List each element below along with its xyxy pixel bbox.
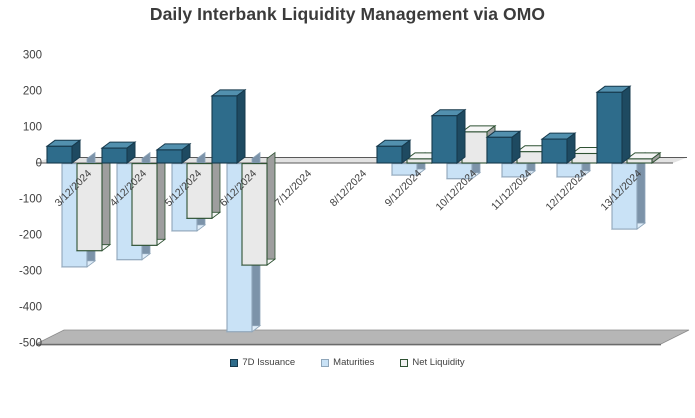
bar-7d-issuance <box>431 115 458 164</box>
bar-net-liquidity <box>76 163 103 252</box>
bar-net-liquidity <box>131 163 158 246</box>
y-tick-label: -400 <box>19 302 42 314</box>
bar-net-liquidity <box>516 151 543 164</box>
legend-swatch-7d-issuance <box>230 358 239 367</box>
bar-net-liquidity <box>626 158 653 164</box>
bar-7d-issuance-side <box>236 88 246 164</box>
bar-7d-issuance <box>46 145 73 164</box>
y-tick-label: 100 <box>23 122 42 134</box>
chart-title: Daily Interbank Liquidity Management via… <box>149 4 546 24</box>
bar-net-liquidity <box>461 131 488 164</box>
bar-7d-issuance-side <box>621 85 631 164</box>
legend-swatch-maturities <box>321 358 330 367</box>
bar-7d-issuance <box>211 95 238 164</box>
bar-net-liquidity-side <box>266 151 276 266</box>
legend-item-net-liquidity: Net Liquidity <box>400 357 465 368</box>
y-tick-label: 0 <box>36 158 42 170</box>
bar-7d-issuance-side <box>511 130 521 164</box>
bar-maturities <box>501 163 528 178</box>
bar-maturities <box>556 163 583 178</box>
legend-label-net-liquidity: Net Liquidity <box>412 357 465 368</box>
bar-7d-issuance <box>596 91 623 164</box>
bar-net-liquidity <box>186 163 213 219</box>
bar-7d-issuance <box>486 136 513 164</box>
bar-maturities <box>611 163 638 230</box>
y-tick-label: -500 <box>19 338 42 350</box>
bar-net-liquidity <box>241 163 268 266</box>
y-tick-label: -100 <box>19 194 42 206</box>
bar-maturities <box>446 163 473 180</box>
legend-item-maturities: Maturities <box>321 357 374 368</box>
bar-7d-issuance-side <box>566 132 576 164</box>
y-tick-label: 300 <box>23 50 42 62</box>
bar-7d-issuance <box>541 138 568 164</box>
bar-net-liquidity <box>571 152 598 164</box>
legend-label-7d-issuance: 7D Issuance <box>242 357 296 368</box>
chart-floor <box>35 329 690 345</box>
bar-7d-issuance-side <box>456 108 466 164</box>
x-category-label: 8/12/2024 <box>328 168 370 210</box>
bar-net-liquidity <box>406 158 433 164</box>
bar-7d-issuance <box>101 147 128 164</box>
chart-legend: 7D Issuance Maturities Net Liquidity <box>0 357 695 368</box>
y-tick-label: 200 <box>23 86 42 98</box>
bar-maturities <box>391 163 418 176</box>
legend-swatch-net-liquidity <box>400 358 409 367</box>
y-tick-label: -200 <box>19 230 42 242</box>
legend-label-maturities: Maturities <box>333 357 375 368</box>
x-category-label: 7/12/2024 <box>273 168 315 210</box>
bar-maturities-side <box>636 151 646 230</box>
bar-7d-issuance <box>156 149 183 164</box>
bar-7d-issuance <box>376 145 403 164</box>
legend-item-7d-issuance: 7D Issuance <box>230 357 295 368</box>
y-tick-label: -300 <box>19 266 42 278</box>
